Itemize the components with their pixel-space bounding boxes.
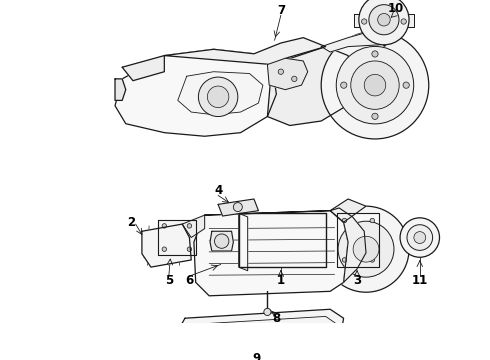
Polygon shape	[321, 31, 397, 52]
Polygon shape	[330, 208, 366, 282]
Circle shape	[401, 19, 406, 24]
Polygon shape	[142, 224, 191, 267]
Circle shape	[407, 225, 433, 250]
Circle shape	[369, 5, 399, 35]
Circle shape	[351, 61, 399, 109]
Polygon shape	[354, 14, 414, 27]
Polygon shape	[173, 309, 343, 350]
Circle shape	[341, 82, 347, 88]
Circle shape	[342, 218, 347, 223]
Circle shape	[370, 258, 374, 262]
Circle shape	[207, 86, 229, 108]
Circle shape	[264, 309, 271, 315]
Circle shape	[162, 224, 167, 228]
Circle shape	[414, 231, 426, 243]
Circle shape	[198, 77, 238, 117]
Circle shape	[162, 247, 167, 251]
Circle shape	[364, 75, 386, 96]
Circle shape	[378, 13, 390, 26]
Circle shape	[362, 19, 367, 24]
Polygon shape	[268, 58, 308, 90]
Polygon shape	[205, 199, 366, 222]
Circle shape	[359, 0, 409, 45]
Text: 5: 5	[165, 274, 173, 287]
Polygon shape	[158, 220, 196, 256]
Circle shape	[370, 218, 374, 223]
Circle shape	[342, 258, 347, 262]
Text: 9: 9	[252, 352, 261, 360]
Text: 10: 10	[388, 3, 404, 15]
Polygon shape	[218, 199, 258, 216]
Circle shape	[353, 236, 379, 262]
Circle shape	[278, 69, 284, 75]
Polygon shape	[239, 213, 247, 271]
Circle shape	[400, 218, 440, 257]
Circle shape	[233, 203, 243, 212]
Circle shape	[372, 113, 378, 120]
Polygon shape	[210, 231, 233, 251]
Circle shape	[292, 76, 297, 82]
Text: 3: 3	[353, 274, 361, 287]
Circle shape	[323, 206, 409, 292]
Circle shape	[403, 82, 409, 88]
Circle shape	[336, 46, 414, 124]
Circle shape	[372, 51, 378, 57]
Text: 2: 2	[127, 216, 135, 229]
Polygon shape	[178, 72, 263, 115]
Polygon shape	[115, 49, 276, 136]
Text: 7: 7	[277, 4, 285, 17]
Circle shape	[215, 234, 229, 248]
Polygon shape	[164, 38, 326, 64]
Polygon shape	[194, 211, 348, 296]
Text: 11: 11	[412, 274, 428, 287]
Text: 8: 8	[272, 312, 280, 325]
Polygon shape	[268, 46, 353, 126]
Circle shape	[187, 247, 192, 251]
Circle shape	[338, 221, 394, 277]
Polygon shape	[182, 215, 205, 238]
Circle shape	[321, 31, 429, 139]
Polygon shape	[122, 55, 164, 81]
Text: 1: 1	[277, 274, 285, 287]
Polygon shape	[115, 79, 126, 100]
Text: 6: 6	[185, 274, 194, 287]
Polygon shape	[337, 213, 379, 267]
Text: 4: 4	[214, 184, 222, 197]
Circle shape	[187, 224, 192, 228]
